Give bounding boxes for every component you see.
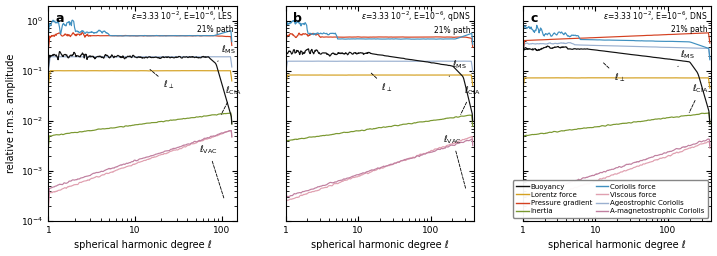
Text: a: a xyxy=(56,12,65,25)
Text: $\varepsilon$=3.33 10$^{-2}$, E=10$^{-6}$, DNS
21% path: $\varepsilon$=3.33 10$^{-2}$, E=10$^{-6}… xyxy=(603,10,708,34)
Text: $\ell_\mathrm{VAC}$: $\ell_\mathrm{VAC}$ xyxy=(443,133,465,188)
Text: $\ell_\mathrm{CIA}$: $\ell_\mathrm{CIA}$ xyxy=(222,84,242,114)
Text: $\ell_\mathrm{VAC}$: $\ell_\mathrm{VAC}$ xyxy=(199,143,224,198)
Text: $\ell_\mathrm{CIA}$: $\ell_\mathrm{CIA}$ xyxy=(689,83,709,113)
X-axis label: spherical harmonic degree ℓ: spherical harmonic degree ℓ xyxy=(74,240,212,250)
Text: $\ell_\perp$: $\ell_\perp$ xyxy=(150,69,174,91)
Text: $\ell_\mathrm{MS}$: $\ell_\mathrm{MS}$ xyxy=(218,44,236,61)
Legend: Buoyancy, Lorentz force, Pressure gradient, Inertia, Coriolis force, Viscous for: Buoyancy, Lorentz force, Pressure gradie… xyxy=(513,180,708,218)
Text: $\ell_\perp$: $\ell_\perp$ xyxy=(603,62,625,84)
Text: c: c xyxy=(531,12,538,25)
Text: $\varepsilon$=3.33 10$^{-2}$, E=10$^{-6}$, LES
21% path: $\varepsilon$=3.33 10$^{-2}$, E=10$^{-6}… xyxy=(131,10,234,34)
Y-axis label: relative r.m.s. amplitude: relative r.m.s. amplitude xyxy=(6,54,16,173)
Text: b: b xyxy=(293,12,302,25)
X-axis label: spherical harmonic degree ℓ: spherical harmonic degree ℓ xyxy=(549,240,686,250)
Text: $\ell_\mathrm{MS}$: $\ell_\mathrm{MS}$ xyxy=(678,49,695,67)
Text: $\varepsilon$=3.33 10$^{-2}$, E=10$^{-6}$, qDNS
21% path: $\varepsilon$=3.33 10$^{-2}$, E=10$^{-6}… xyxy=(361,10,470,35)
X-axis label: spherical harmonic degree ℓ: spherical harmonic degree ℓ xyxy=(311,240,449,250)
Text: $\ell_\mathrm{CIA}$: $\ell_\mathrm{CIA}$ xyxy=(461,84,480,114)
Text: $\ell_\perp$: $\ell_\perp$ xyxy=(371,73,393,94)
Text: $\ell_\mathrm{MS}$: $\ell_\mathrm{MS}$ xyxy=(449,59,467,76)
